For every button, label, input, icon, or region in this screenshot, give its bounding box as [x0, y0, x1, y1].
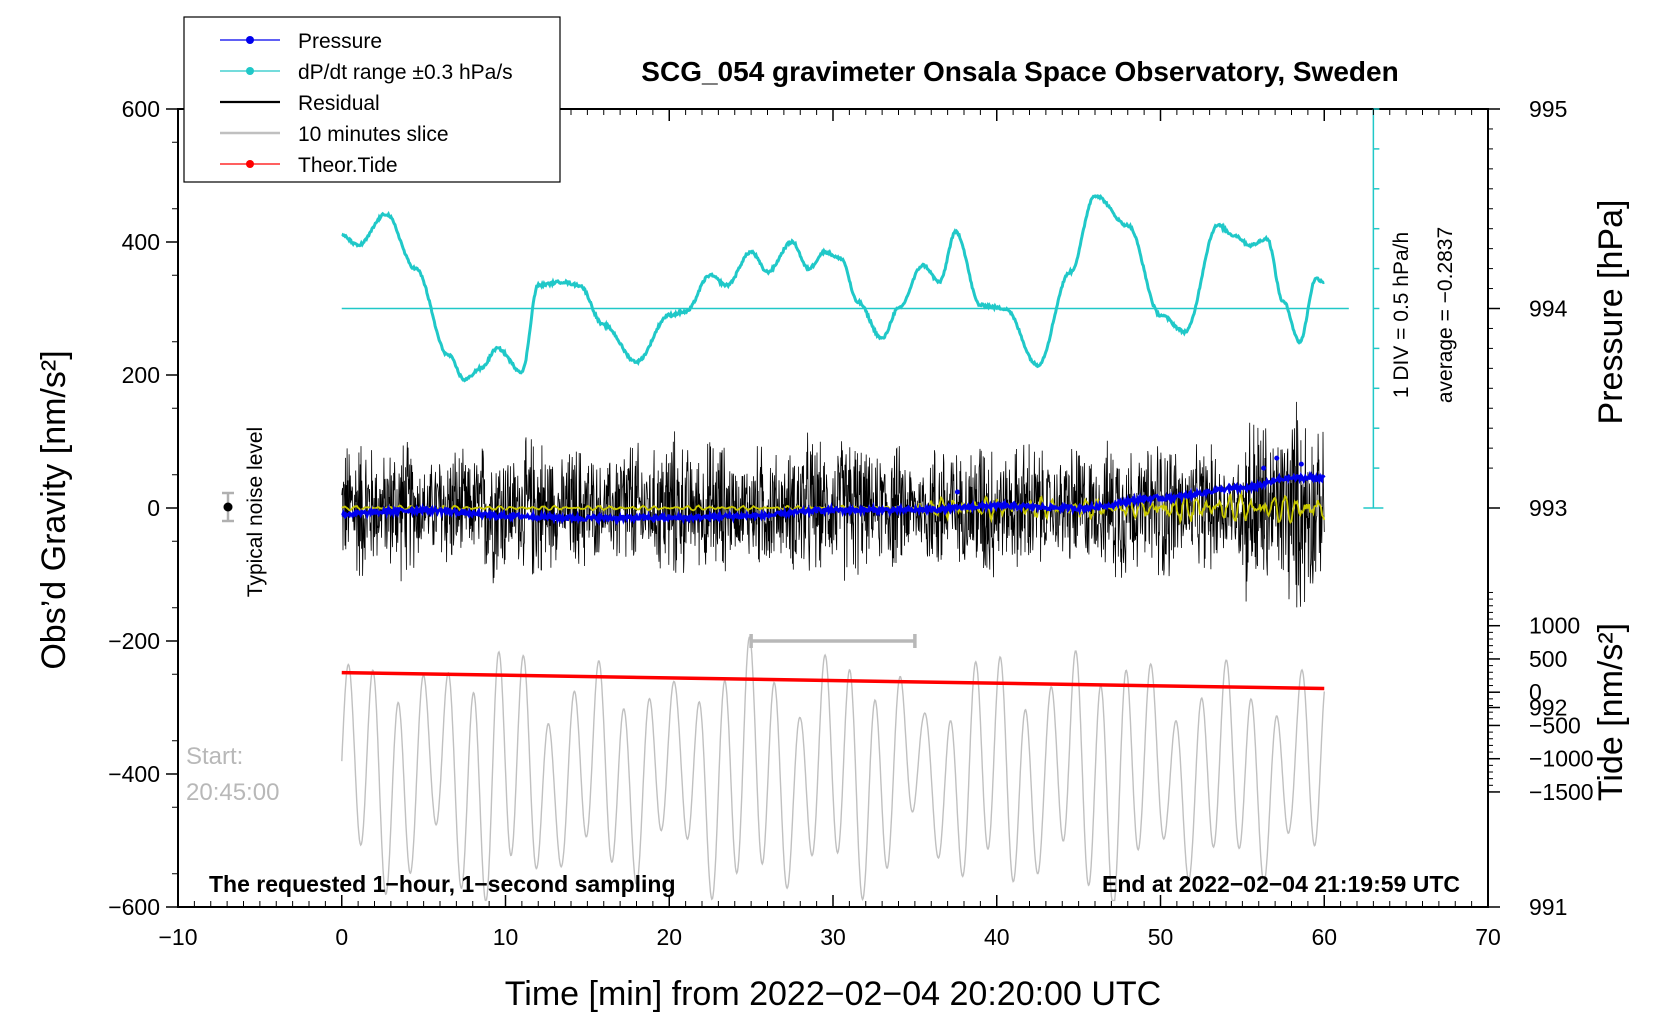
bottom-right-note: End at 2022−02−04 21:19:59 UTC: [1102, 871, 1460, 897]
y-tick-label: −400: [108, 761, 160, 787]
legend-entry-pressure: Pressure: [220, 30, 382, 53]
y-axis-ticks: 600 400 200 0 −200 −400 −600: [108, 96, 178, 920]
pressure-tick-label: 994: [1529, 296, 1568, 322]
legend-entry-slice: 10 minutes slice: [220, 123, 449, 146]
svg-text:Residual: Residual: [298, 92, 380, 115]
legend: Pressure dP/dt range ±0.3 hPa/s Residual…: [183, 16, 561, 183]
tide-tick-label: −1500: [1529, 779, 1594, 805]
x-tick-label: 60: [1311, 924, 1337, 950]
pressure-average-label: average = −0.2837: [1434, 227, 1457, 403]
residual-smooth-series: [341, 490, 1326, 525]
tide-tick-label: −1000: [1529, 746, 1594, 772]
tide-tick-label: 0: [1529, 679, 1542, 705]
noise-level-marker: [223, 502, 233, 512]
bottom-left-note: The requested 1−hour, 1−second sampling: [209, 871, 676, 897]
pressure-axis-ticks: 995 994 993 992 991: [1488, 96, 1568, 920]
pressure-tick-label: 995: [1529, 96, 1567, 122]
x-tick-label: 0: [335, 924, 348, 950]
pressure-point: [1298, 461, 1304, 467]
legend-entry-tide: Theor.Tide: [220, 154, 398, 177]
pressure-tick-label: 991: [1529, 894, 1567, 920]
pressure-point: [1274, 455, 1280, 461]
pressure-tick-label: 993: [1529, 495, 1567, 521]
start-time: 20:45:00: [186, 779, 279, 806]
tide-series: [341, 670, 1325, 691]
y-tick-label: 600: [122, 96, 160, 122]
tide-axis-title: Tide [nm/s²]: [1592, 623, 1630, 801]
tide-tick-label: −500: [1529, 712, 1581, 738]
tide-line: [341, 670, 1325, 691]
x-tick-label: 10: [493, 924, 519, 950]
residual-smooth-line: [341, 490, 1326, 525]
residual-series: [341, 401, 1325, 608]
x-axis-title: Time [min] from 2022−02−04 20:20:00 UTC: [505, 975, 1161, 1013]
legend-entry-residual: Residual: [220, 92, 380, 115]
x-tick-label: 40: [984, 924, 1010, 950]
chart-title: SCG_054 gravimeter Onsala Space Observat…: [641, 56, 1398, 87]
tide-tick-label: 500: [1529, 646, 1567, 672]
slice-series: [341, 636, 1325, 902]
dpdt-scale-bar: [1363, 108, 1384, 509]
x-tick-label: 30: [820, 924, 846, 950]
x-tick-label: −10: [158, 924, 197, 950]
pressure-point: [954, 489, 960, 495]
y-tick-label: 0: [147, 495, 160, 521]
slice-line: [341, 636, 1325, 902]
dpdt-div-label: 1 DIV = 0.5 hPa/h: [1390, 232, 1413, 398]
x-tick-label: 20: [656, 924, 682, 950]
svg-text:Theor.Tide: Theor.Tide: [298, 154, 398, 177]
y-axis-title: Obs’d Gravity [nm/s²]: [35, 350, 73, 669]
y-tick-label: 400: [122, 229, 160, 255]
dpdt-series: [341, 193, 1325, 383]
tide-axis-ticks: 1000 500 0 −500 −1000 −1500: [1488, 591, 1594, 805]
x-axis-ticks: −10 0 10 20 30 40 50 60 70: [158, 109, 1501, 950]
tide-tick-label: 1000: [1529, 613, 1580, 639]
pressure-axis-title: Pressure [hPa]: [1592, 200, 1630, 425]
svg-text:Pressure: Pressure: [298, 30, 382, 53]
legend-entry-dpdt: dP/dt range ±0.3 hPa/s: [220, 61, 513, 84]
legend-box: [183, 16, 561, 183]
pressure-series: [341, 455, 1326, 527]
svg-text:10 minutes slice: 10 minutes slice: [298, 123, 449, 146]
x-tick-label: 70: [1475, 924, 1501, 950]
pressure-tick-label: 992: [1529, 695, 1567, 721]
x-tick-label: 50: [1148, 924, 1174, 950]
noise-level-errorbar: [222, 491, 234, 523]
residual-line: [341, 401, 1325, 608]
slice-bracket: [749, 634, 917, 648]
pressure-line: [341, 470, 1326, 527]
y-tick-label: 200: [122, 362, 160, 388]
start-label: Start:: [186, 743, 243, 770]
y-tick-label: −200: [108, 628, 160, 654]
noise-level-label: Typical noise level: [244, 427, 267, 597]
dpdt-line: [341, 193, 1325, 383]
svg-text:dP/dt range ±0.3 hPa/s: dP/dt range ±0.3 hPa/s: [298, 61, 513, 84]
y-tick-label: −600: [108, 894, 160, 920]
pressure-point: [1261, 465, 1267, 471]
